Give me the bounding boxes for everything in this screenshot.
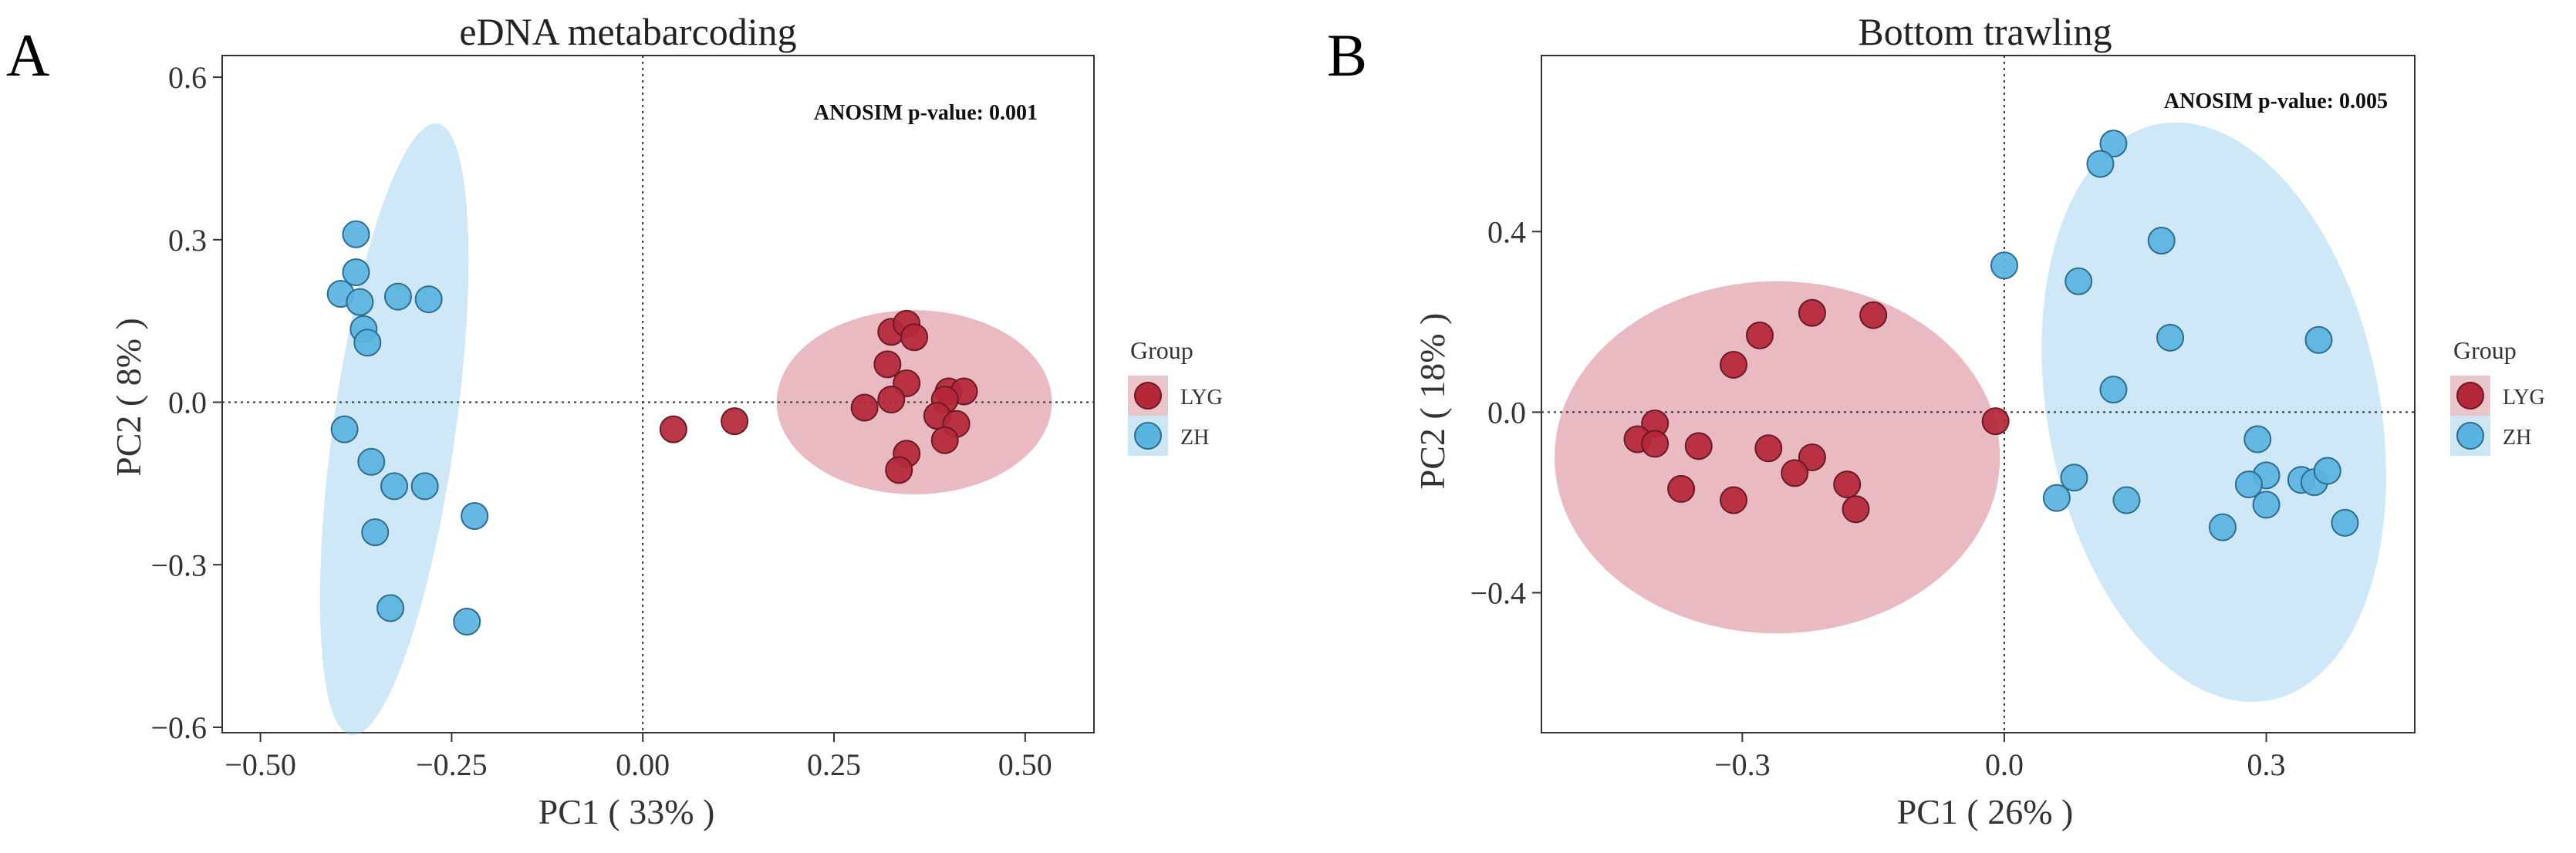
point-lyg-b-4 [1720, 350, 1748, 379]
point-zh-b-4 [2065, 267, 2093, 295]
point-lyg-a-2 [850, 393, 879, 422]
y-tick-label-a-2: 0.0 [168, 386, 207, 420]
y-tick-label-a-4: 0.6 [168, 60, 207, 95]
x-axis-title-b: PC1 ( 26% ) [1897, 792, 2074, 831]
point-zh-a-12 [361, 518, 390, 547]
y-tick-label-b-1: 0.0 [1487, 395, 1526, 430]
x-axis-title-a: PC1 ( 33% ) [538, 792, 715, 831]
y-tick-label-b-0: −0.4 [1470, 576, 1526, 611]
plot-area-a: −0.50 −0.25 0.00 0.25 0.50 −0.6 −0.3 0.0 0.3 0.6 [150, 55, 1095, 782]
point-zh-b-18 [2060, 464, 2088, 492]
point-zh-a-15 [453, 608, 481, 636]
legend-label-zh-b: ZH [2503, 426, 2531, 450]
point-zh-b-10 [2234, 470, 2263, 499]
ellipse-zh-a [319, 123, 469, 736]
point-lyg-a-8 [877, 386, 906, 414]
plot-frame-b [1541, 55, 2416, 733]
legend-marker-zh-a [1134, 422, 1162, 450]
point-zh-a-5 [414, 285, 443, 314]
point-zh-a-8 [330, 415, 359, 443]
x-tick-label-b-0: −0.3 [1714, 747, 1771, 782]
point-zh-a-11 [410, 472, 439, 501]
point-lyg-b-14 [1667, 474, 1696, 503]
point-zh-b-19 [2042, 484, 2071, 512]
point-zh-a-10 [380, 472, 409, 501]
legend-label-zh-a: ZH [1180, 426, 1209, 450]
point-zh-b-14 [2313, 457, 2341, 485]
point-lyg-a-5 [900, 323, 929, 352]
x-tick-label-a-0: −0.50 [225, 747, 296, 782]
point-zh-b-2 [1990, 251, 2018, 280]
point-zh-b-8 [2243, 425, 2272, 453]
y-tick-label-b-2: 0.4 [1487, 214, 1526, 249]
y-tick-label-a-1: −0.3 [150, 548, 207, 582]
point-zh-a-13 [461, 502, 489, 531]
point-lyg-b-11 [1781, 459, 1809, 487]
point-lyg-b-7 [1641, 430, 1670, 458]
point-lyg-b-9 [1754, 434, 1783, 463]
legend-title-a: Group [1130, 336, 1193, 364]
point-lyg-b-3 [1746, 321, 1774, 349]
point-lyg-b-10 [1798, 443, 1826, 471]
point-lyg-a-1 [721, 407, 749, 436]
legend-marker-lyg-b [2456, 382, 2484, 410]
legend-marker-lyg-a [1134, 382, 1162, 410]
legend-label-lyg-b: LYG [2503, 386, 2545, 410]
x-tick-label-a-2: 0.00 [616, 747, 670, 782]
point-zh-b-6 [2304, 325, 2333, 354]
x-tick-label-a-3: 0.25 [807, 747, 861, 782]
point-lyg-b-8 [1684, 432, 1713, 460]
panel-a: A eDNA metabarcoding −0.50 −0.25 0.00 0.25 0… [6, 10, 1223, 831]
x-tick-label-b-1: 0.0 [1985, 747, 2024, 782]
x-tick-label-b-2: 0.3 [2247, 747, 2286, 782]
y-tick-label-a-0: −0.6 [150, 710, 207, 745]
point-lyg-a-6 [873, 350, 902, 379]
point-zh-b-15 [2331, 508, 2359, 537]
plot-title-b: Bottom trawling [1858, 10, 2112, 53]
anosim-annotation-b: ANOSIM p-value: 0.005 [2164, 89, 2388, 113]
point-zh-b-16 [2208, 513, 2237, 541]
anosim-annotation-a: ANOSIM p-value: 0.001 [814, 101, 1038, 125]
panel-b: B Bottom trawling −0.3 0.0 0.3 −0.4 0.0 0.4 P… [1327, 10, 2545, 831]
point-lyg-a-16 [885, 456, 913, 484]
x-tick-label-a-4: 0.50 [998, 747, 1052, 782]
point-lyg-a-0 [659, 415, 687, 443]
panel-label-a: A [6, 22, 49, 89]
point-zh-a-14 [376, 594, 405, 622]
point-zh-b-7 [2099, 376, 2128, 404]
ellipse-zh-b [2041, 122, 2386, 703]
point-zh-b-0 [2099, 130, 2128, 158]
point-zh-b-17 [2112, 486, 2141, 514]
point-zh-b-3 [2147, 226, 2176, 255]
y-axis-title-b: PC2 ( 18% ) [1413, 313, 1452, 490]
point-lyg-a-14 [930, 426, 959, 454]
point-zh-a-9 [357, 447, 386, 476]
x-tick-label-a-1: −0.25 [416, 747, 488, 782]
point-lyg-b-2 [1798, 298, 1826, 327]
y-tick-label-a-3: 0.3 [168, 223, 207, 258]
point-lyg-b-12 [1833, 470, 1862, 499]
plot-area-b: −0.3 0.0 0.3 −0.4 0.0 0.4 [1470, 55, 2416, 782]
point-lyg-b-15 [1720, 486, 1748, 514]
plot-title-a: eDNA metabarcoding [459, 10, 796, 53]
legend-label-lyg-a: LYG [1180, 386, 1223, 410]
panel-label-b: B [1327, 22, 1367, 89]
legend-title-b: Group [2453, 336, 2517, 364]
point-zh-a-4 [383, 282, 412, 311]
point-lyg-b-1 [1859, 301, 1888, 329]
point-lyg-b-13 [1842, 495, 1870, 524]
legend-a: Group LYG ZH [1128, 336, 1223, 456]
point-lyg-b-0 [1981, 407, 2010, 436]
point-zh-a-7 [353, 329, 382, 357]
point-zh-a-1 [342, 258, 370, 286]
y-axis-title-a: PC2 ( 8% ) [109, 318, 148, 477]
legend-b: Group LYG ZH [2450, 336, 2545, 456]
point-zh-b-5 [2156, 323, 2185, 352]
point-zh-a-3 [346, 288, 374, 316]
point-zh-a-0 [342, 220, 370, 248]
legend-marker-zh-b [2456, 422, 2484, 450]
point-zh-b-1 [2086, 150, 2115, 178]
point-zh-b-11 [2252, 491, 2281, 519]
